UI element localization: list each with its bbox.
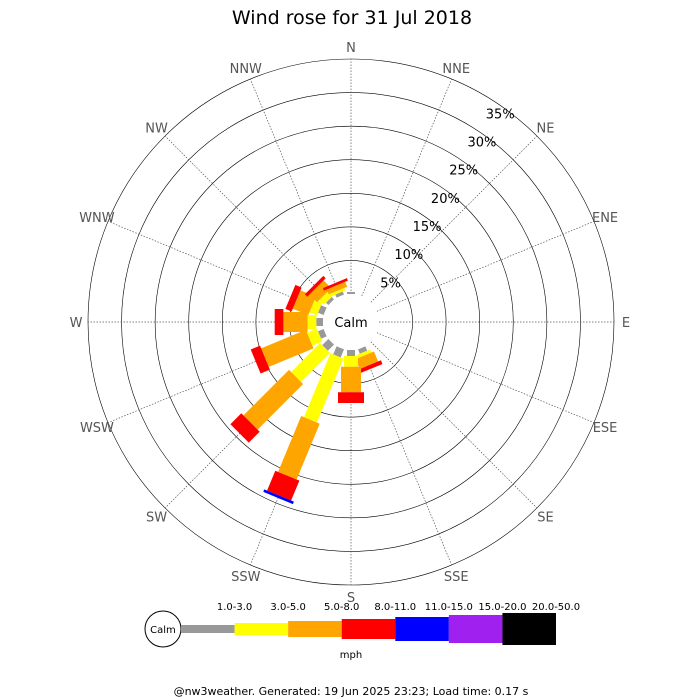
- petal-sw-bin-3: [230, 413, 260, 443]
- petal-sw-bin-0: [322, 339, 334, 351]
- petal-wsw-bin-2: [261, 329, 314, 367]
- legend-label-1: 3.0-5.0: [270, 602, 305, 613]
- petal-sse-bin-2: [355, 351, 379, 370]
- spoke-wnw: [107, 221, 326, 312]
- ring-labels: 5% 10% 15% 20% 25% 30% 35%: [380, 107, 514, 291]
- legend-swatch-6: [502, 613, 556, 645]
- petal-nnw-bin-1: [331, 287, 346, 296]
- petal-ssw-bin-4: [263, 489, 294, 505]
- calm-label: Calm: [334, 316, 367, 331]
- calm-circle: [323, 294, 379, 350]
- direction-label-wsw: WSW: [80, 421, 114, 436]
- grid-ring-20: [188, 159, 514, 485]
- petal-nw-bin-0: [326, 297, 334, 305]
- petal-sse-bin-1: [357, 349, 372, 358]
- footer-text: @nw3weather. Generated: 19 Jun 2025 23:2…: [174, 685, 529, 698]
- petal-wnw-bin-3: [285, 284, 302, 312]
- direction-label-s: S: [347, 591, 355, 606]
- spoke-nne: [361, 78, 452, 297]
- petal-ssw-bin-0: [333, 346, 344, 358]
- spoke-ene: [376, 221, 595, 312]
- grid-ring-25: [154, 125, 548, 519]
- legend-swatch-1: [234, 623, 289, 635]
- ring-label-30: 30%: [468, 136, 497, 151]
- petal-s-bin-2: [341, 366, 361, 393]
- chart-title: Wind rose for 31 Jul 2018: [232, 7, 472, 29]
- direction-label-wnw: WNW: [79, 211, 115, 226]
- ring-label-25: 25%: [449, 164, 478, 179]
- legend-calm-label: Calm: [150, 625, 176, 636]
- legend-label-0: 1.0-3.0: [217, 602, 252, 613]
- petal-wnw-bin-0: [318, 305, 327, 315]
- petal-ssw-bin-2: [278, 416, 320, 480]
- direction-labels: N NNE NE ENE E ESE SE SSE S SSW SW WSW W WNW NW NNW: [70, 41, 631, 606]
- spoke-se: [370, 341, 538, 509]
- direction-label-n: N: [346, 41, 356, 56]
- calm-center: Calm: [323, 294, 379, 350]
- direction-label-sse: SSE: [444, 570, 469, 585]
- direction-label-ssw: SSW: [231, 570, 261, 585]
- wind-petals: [230, 275, 383, 505]
- ring-label-5: 5%: [380, 276, 401, 291]
- petal-w-bin-1: [307, 315, 317, 329]
- ring-label-10: 10%: [394, 248, 423, 263]
- spoke-ese: [376, 332, 595, 423]
- petal-s-bin-0: [347, 350, 355, 356]
- direction-label-e: E: [622, 316, 630, 331]
- spoke-nw: [164, 135, 332, 303]
- legend-swatch-2: [288, 621, 342, 637]
- petal-sse-bin-3: [356, 360, 383, 374]
- petal-sse-bin-0: [358, 346, 368, 354]
- petal-wsw-bin-1: [306, 328, 323, 346]
- petal-w-bin-0: [316, 318, 323, 326]
- legend-label-2: 5.0-8.0: [324, 602, 359, 613]
- legend-swatch-0: [181, 625, 235, 633]
- petal-sw-bin-2: [243, 369, 304, 430]
- direction-label-sw: SW: [146, 510, 167, 525]
- petal-ssw-bin-3: [267, 470, 300, 501]
- legend-swatch-5: [448, 615, 503, 643]
- petal-wsw-bin-0: [318, 329, 327, 339]
- petal-wnw-bin-2: [292, 290, 316, 316]
- legend-label-6: 20.0-50.0: [532, 602, 580, 613]
- petal-s-bin-1: [344, 356, 358, 367]
- legend-swatch-4: [395, 617, 449, 641]
- petal-nw-bin-2: [309, 280, 332, 303]
- direction-label-se: SE: [537, 510, 553, 525]
- direction-label-ese: ESE: [593, 421, 618, 436]
- spoke-nnw: [250, 78, 341, 297]
- spoke-ne: [370, 135, 538, 303]
- speed-legend: Calm 1.0-3.0 3.0-5.0 5.0-8.0 8.0-11.0 11.0-15…: [144, 602, 580, 648]
- petal-w-bin-3: [274, 309, 284, 335]
- legend-unit: mph: [340, 650, 362, 661]
- petal-wsw-bin-3: [250, 345, 270, 374]
- legend-swatch-3: [341, 619, 396, 639]
- direction-label-nnw: NNW: [230, 62, 262, 77]
- petal-ssw-bin-1: [304, 353, 344, 423]
- petal-n-bin-0: [347, 292, 355, 294]
- legend-label-3: 8.0-11.0: [374, 602, 416, 613]
- direction-label-nw: NW: [145, 122, 168, 137]
- legend-label-5: 15.0-20.0: [478, 602, 526, 613]
- petal-nw-bin-3: [304, 275, 326, 297]
- petal-nnw-bin-0: [335, 291, 344, 298]
- direction-label-nne: NNE: [442, 62, 470, 77]
- direction-label-ne: NE: [536, 122, 554, 137]
- legend-label-4: 11.0-15.0: [425, 602, 473, 613]
- petal-w-bin-2: [283, 312, 308, 332]
- ring-label-15: 15%: [413, 220, 442, 235]
- petal-wnw-bin-1: [309, 299, 323, 316]
- petal-sw-bin-1: [291, 343, 330, 382]
- direction-label-ene: ENE: [592, 211, 618, 226]
- ring-label-35: 35%: [486, 107, 515, 122]
- direction-label-w: W: [70, 316, 83, 331]
- spoke-sse: [361, 347, 452, 566]
- petal-nnw-bin-3: [322, 278, 348, 291]
- grid-ring-15: [221, 192, 481, 452]
- ring-label-20: 20%: [431, 192, 460, 207]
- petal-s-bin-3: [338, 392, 364, 403]
- petal-nnw-bin-2: [326, 281, 348, 295]
